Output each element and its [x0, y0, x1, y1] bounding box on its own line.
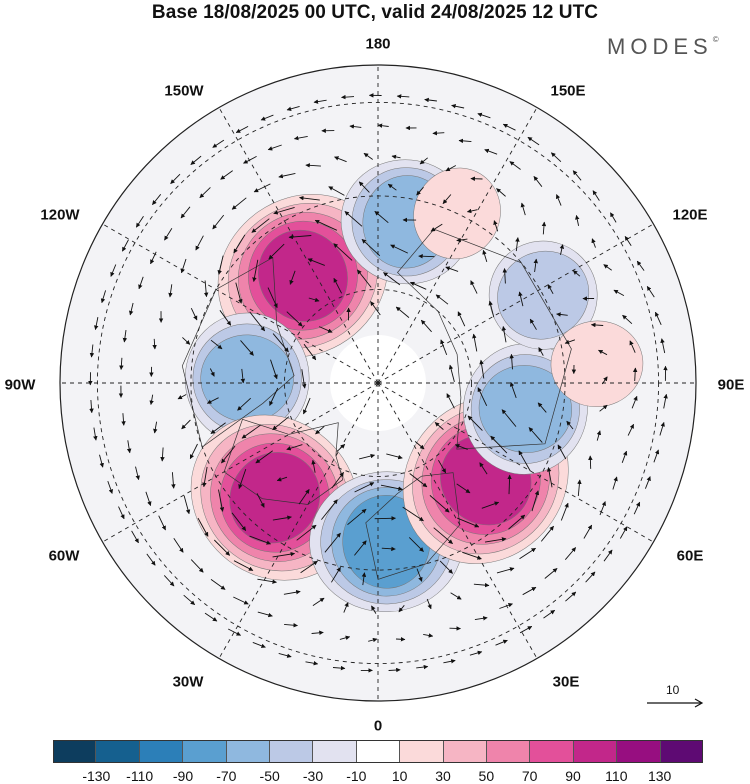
- colorbar-tick-label: -130: [82, 768, 110, 784]
- colorbar-tick-label: -110: [126, 768, 153, 784]
- lon-label-120e: 120E: [672, 207, 707, 224]
- colorbar-tick-label: 130: [648, 768, 671, 784]
- lon-label-90e: 90E: [718, 377, 745, 394]
- colorbar-cell: [574, 740, 617, 763]
- colorbar-cell: [357, 740, 400, 763]
- vector-scale-label: 10: [666, 683, 679, 697]
- colorbar-cell: [183, 740, 226, 763]
- colorbar-tick-label: 50: [479, 768, 495, 784]
- colorbar-tick-label: 90: [565, 768, 581, 784]
- wind-vector: [396, 639, 405, 640]
- colorbar-cell: [444, 740, 487, 763]
- wind-vector: [590, 456, 591, 469]
- brand-logo: MODES©: [607, 34, 719, 60]
- brand-name: MODES: [607, 34, 713, 59]
- colorbar-cell: [313, 740, 356, 763]
- colorbar-cell: [53, 740, 96, 763]
- colorbar-cell: [487, 740, 530, 763]
- colorbar-tick-label: -50: [260, 768, 280, 784]
- colorbar-cell: [617, 740, 660, 763]
- colorbar-cell: [661, 740, 703, 763]
- colorbar-tick-label: 30: [435, 768, 451, 784]
- colorbar-cell: [140, 740, 183, 763]
- colorbar-tick-label: -10: [346, 768, 366, 784]
- lon-label-30e: 30E: [553, 674, 580, 691]
- brand-mark: ©: [713, 35, 719, 44]
- lon-label-150e: 150E: [550, 83, 585, 100]
- colorbar-tick-label: -70: [216, 768, 236, 784]
- colorbar-cell: [227, 740, 270, 763]
- wind-vector: [375, 518, 396, 519]
- colorbar: [53, 740, 703, 763]
- colorbar-cell: [530, 740, 573, 763]
- lon-label-60w: 60W: [49, 548, 80, 565]
- lon-label-120w: 120W: [40, 207, 79, 224]
- colorbar-tick-label: 10: [392, 768, 408, 784]
- lon-label-180: 180: [365, 36, 390, 53]
- colorbar-tick-label: -90: [173, 768, 193, 784]
- colorbar-tick-label: -30: [303, 768, 323, 784]
- wind-vector: [419, 256, 435, 257]
- polar-stereographic-map: [0, 0, 750, 735]
- colorbar-cell: [400, 740, 443, 763]
- lon-label-0: 0: [374, 718, 382, 735]
- colorbar-tick-label: 110: [605, 768, 627, 784]
- lon-label-30w: 30W: [173, 674, 204, 691]
- vector-scale-arrow: [645, 696, 705, 710]
- lon-label-60e: 60E: [677, 548, 704, 565]
- lon-label-150w: 150W: [164, 83, 203, 100]
- colorbar-cell: [270, 740, 313, 763]
- colorbar-tick-label: 70: [522, 768, 538, 784]
- lon-label-90w: 90W: [5, 377, 36, 394]
- map-title: Base 18/08/2025 00 UTC, valid 24/08/2025…: [0, 2, 750, 24]
- colorbar-cell: [96, 740, 139, 763]
